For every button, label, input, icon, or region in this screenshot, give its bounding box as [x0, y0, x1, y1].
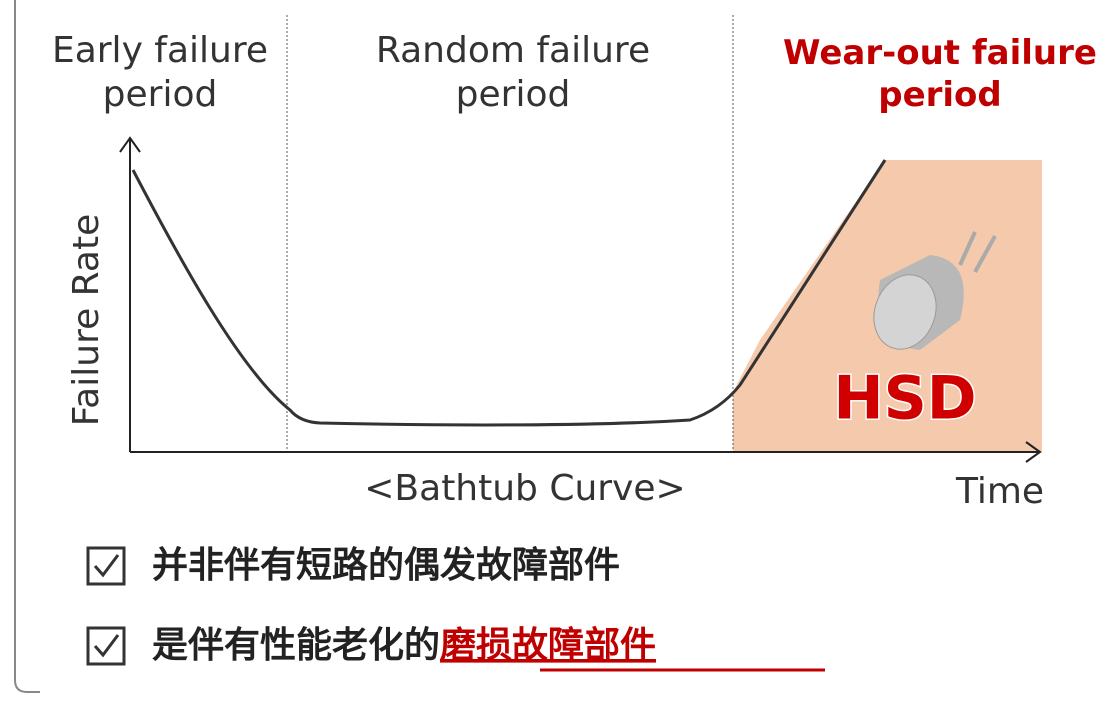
y-axis	[120, 138, 140, 452]
checklist-item: 并非伴有短路的偶发故障部件	[152, 545, 620, 586]
product-label: HSD	[833, 364, 976, 434]
y-axis-label: Failure Rate	[66, 214, 107, 426]
caption: <Bathtub Curve>	[364, 468, 685, 509]
frame	[15, 0, 40, 692]
x-axis-label: Time	[955, 471, 1044, 512]
checkbox	[88, 628, 124, 664]
diagram: Early failureperiod Random failureperiod…	[0, 0, 1107, 702]
checklist-item: 是伴有性能老化的磨损故障部件	[152, 625, 656, 666]
checkbox	[88, 548, 124, 584]
